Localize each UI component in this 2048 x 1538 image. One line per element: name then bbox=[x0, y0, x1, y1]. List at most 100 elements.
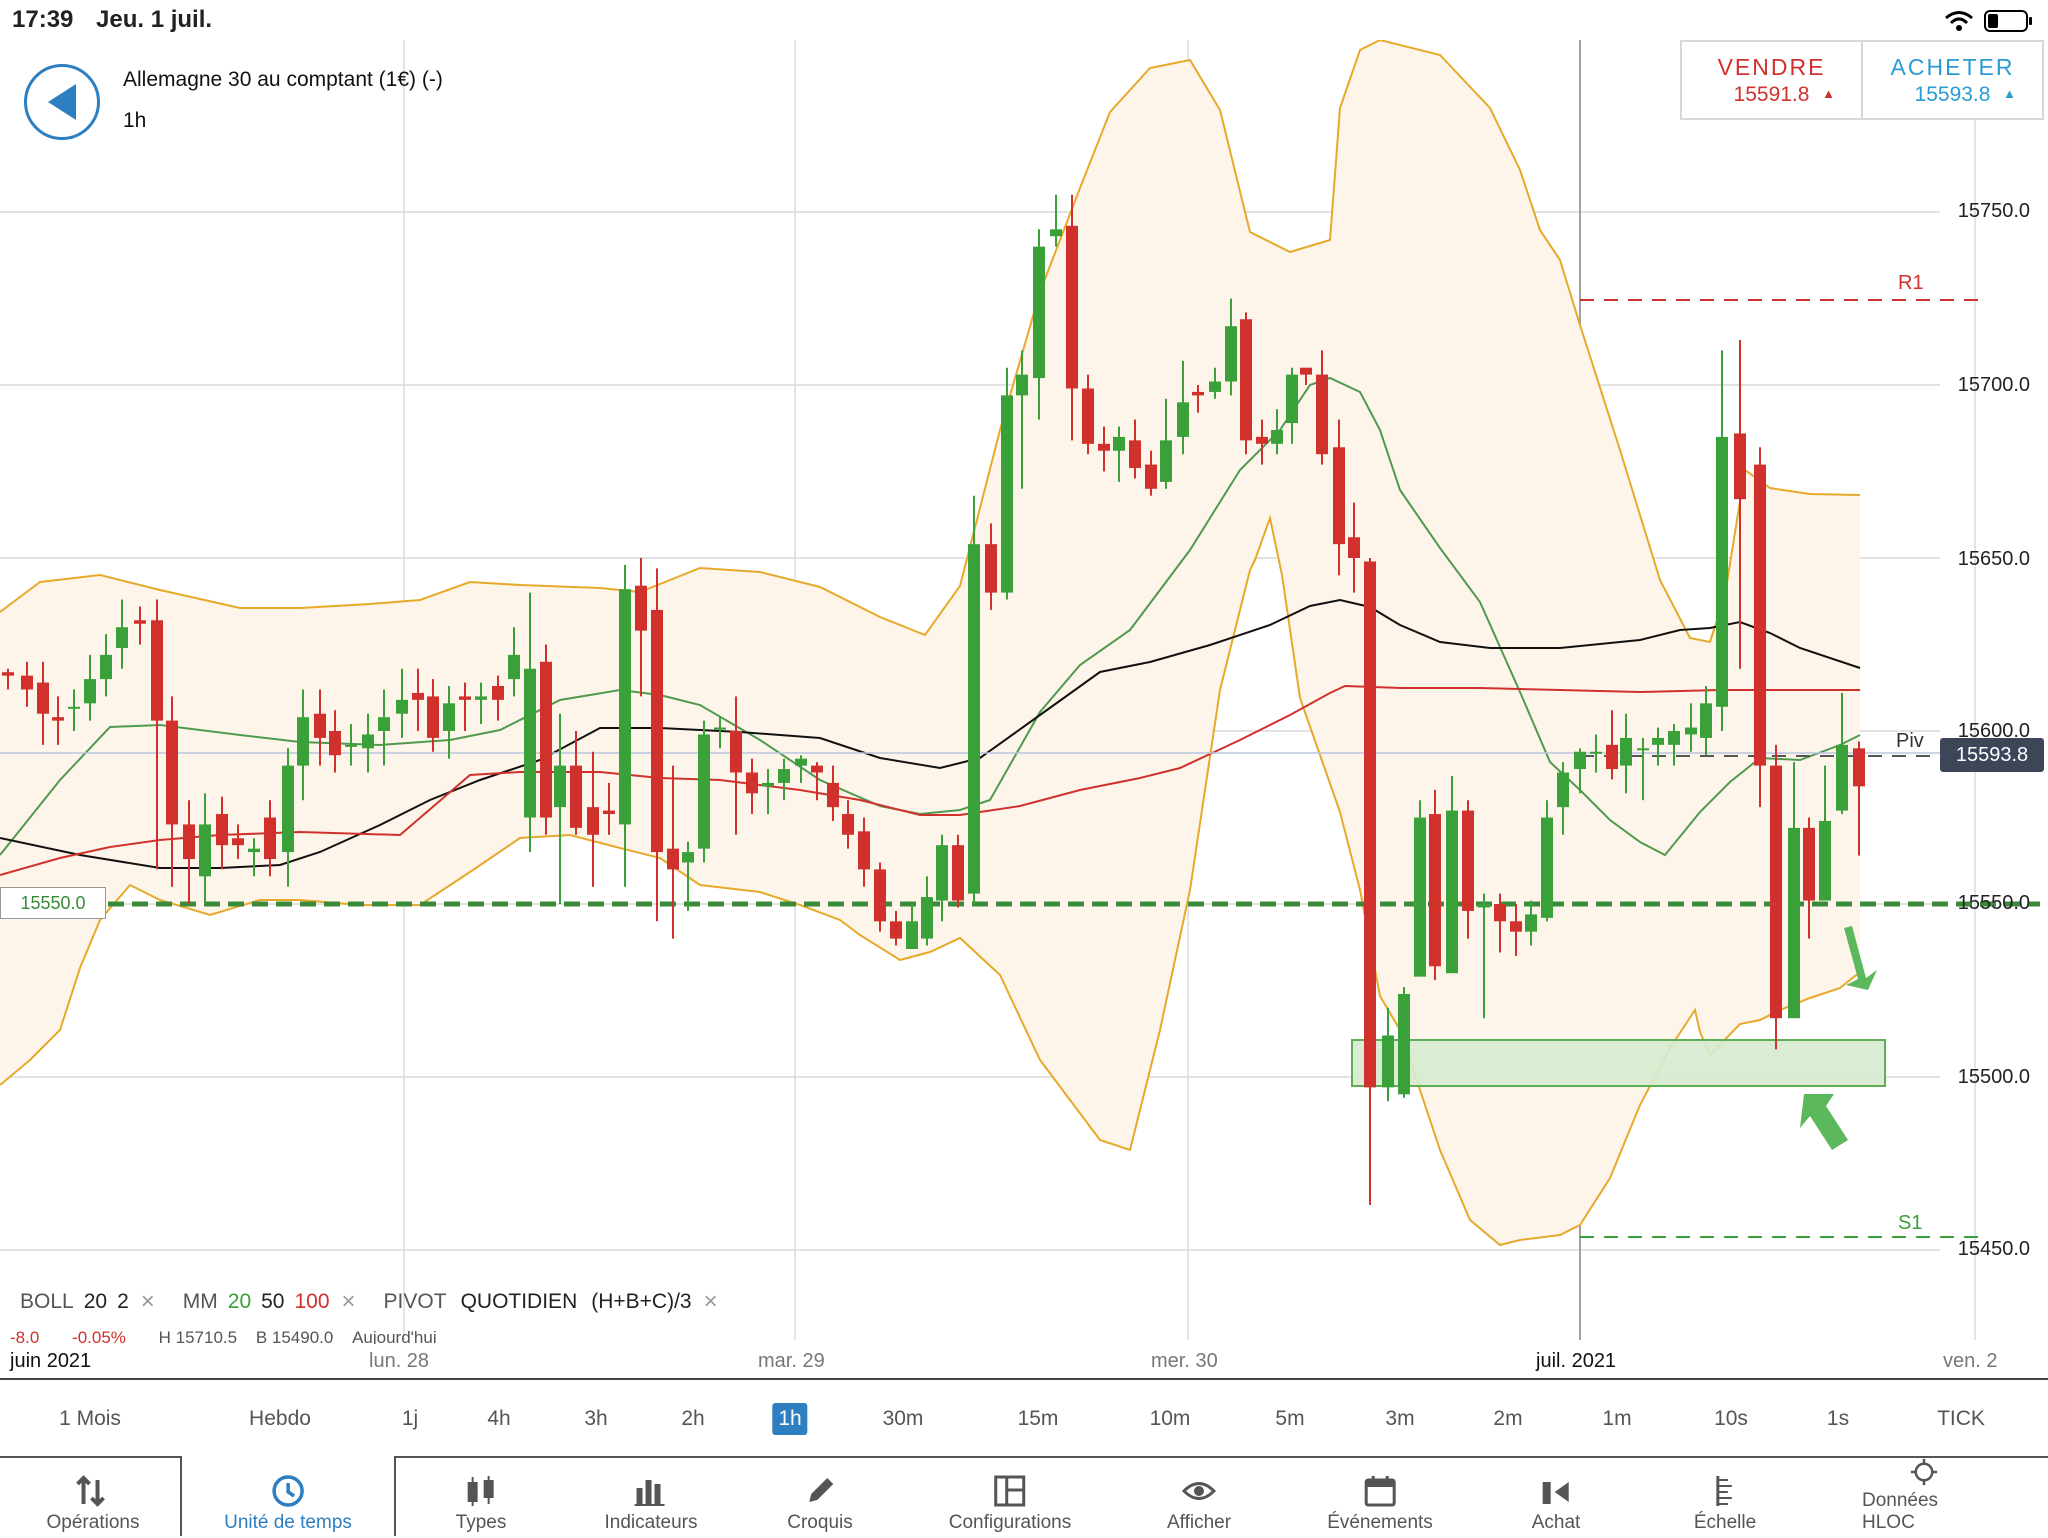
toolbar-indicateurs[interactable]: Indicateurs bbox=[604, 1458, 698, 1538]
candle-bullish bbox=[378, 717, 390, 731]
stats-line: -8.0 -0.05% H 15710.5 B 15490.0 Aujourd'… bbox=[10, 1328, 437, 1344]
candle-bullish bbox=[297, 717, 309, 766]
toolbar-types[interactable]: Types bbox=[456, 1458, 506, 1538]
timeframe-hebdo[interactable]: Hebdo bbox=[249, 1407, 311, 1430]
pencil-icon bbox=[808, 1478, 833, 1502]
toolbar-label: Configurations bbox=[948, 1512, 1072, 1533]
candle-bullish bbox=[100, 654, 112, 680]
candle-bullish bbox=[443, 703, 455, 731]
timeframe-4h[interactable]: 4h bbox=[487, 1407, 511, 1430]
toolbar-échelle[interactable]: Échelle bbox=[1694, 1458, 1756, 1538]
toolbar-données-hloc[interactable]: Données HLOC bbox=[1862, 1458, 1986, 1538]
timeframe-1m[interactable]: 1m bbox=[1602, 1407, 1632, 1430]
candle-bearish bbox=[746, 772, 758, 794]
candle-bullish bbox=[1398, 993, 1410, 1095]
candle-bullish bbox=[199, 824, 211, 877]
candle-bearish bbox=[1734, 433, 1746, 500]
bars-icon bbox=[634, 1480, 665, 1506]
status-time: 17:39 bbox=[12, 6, 74, 33]
candle-bullish bbox=[84, 679, 96, 704]
toolbar-croquis[interactable]: Croquis bbox=[787, 1458, 853, 1538]
y-tick-label: 15550.0 bbox=[1957, 892, 2030, 914]
timeframe-5m[interactable]: 5m bbox=[1275, 1407, 1305, 1430]
timeframe-2m[interactable]: 2m bbox=[1493, 1407, 1523, 1430]
annotation-arrow-icon bbox=[1800, 1094, 1848, 1150]
candle-bullish bbox=[396, 699, 408, 714]
timeframe-3m[interactable]: 3m bbox=[1385, 1407, 1415, 1430]
candle-bearish bbox=[427, 696, 439, 738]
candle-bullish bbox=[1525, 914, 1537, 932]
mm100-period: 100 bbox=[294, 1290, 330, 1313]
candle-bearish bbox=[1364, 561, 1376, 1088]
toolbar-événements[interactable]: Événements bbox=[1327, 1458, 1433, 1538]
y-tick-label: 15500.0 bbox=[1957, 1066, 2030, 1088]
candle-bearish bbox=[2, 672, 14, 676]
clock-icon bbox=[272, 1475, 304, 1507]
toolbar-opérations[interactable]: Opérations bbox=[47, 1458, 139, 1538]
price-chart[interactable] bbox=[0, 40, 2048, 1340]
toolbar-unité-de-temps[interactable]: Unité de temps bbox=[224, 1458, 352, 1538]
candle-bearish bbox=[412, 692, 424, 700]
candle-bullish bbox=[248, 848, 260, 853]
toolbar-afficher[interactable]: Afficher bbox=[1167, 1458, 1231, 1538]
toolbar-configurations[interactable]: Configurations bbox=[948, 1458, 1072, 1538]
timeframe-30m[interactable]: 30m bbox=[882, 1407, 924, 1430]
timeframe-3h[interactable]: 3h bbox=[584, 1407, 608, 1430]
timeframe-2h[interactable]: 2h bbox=[681, 1407, 705, 1430]
candle-bearish bbox=[1754, 464, 1766, 766]
y-tick-label: 15650.0 bbox=[1957, 548, 2030, 570]
scale-icon bbox=[1716, 1476, 1732, 1506]
candle-bearish bbox=[1316, 374, 1328, 455]
candle-bullish bbox=[714, 727, 726, 730]
remove-boll-button[interactable]: × bbox=[140, 1288, 155, 1315]
remove-mm-button[interactable]: × bbox=[341, 1288, 356, 1315]
candle-bearish bbox=[151, 620, 163, 721]
candle-bullish bbox=[1382, 1035, 1394, 1088]
candle-bullish bbox=[1668, 731, 1680, 745]
status-date: Jeu. 1 juil. bbox=[96, 6, 213, 33]
timeframe-15m[interactable]: 15m bbox=[1017, 1407, 1059, 1430]
candle-bearish bbox=[232, 838, 244, 846]
candle-bullish bbox=[619, 589, 631, 825]
back-button[interactable] bbox=[24, 64, 100, 140]
candle-bullish bbox=[968, 544, 980, 894]
candle-bullish bbox=[1446, 810, 1458, 974]
candle-bearish bbox=[1770, 765, 1782, 1019]
candles-icon bbox=[467, 1476, 494, 1506]
sell-button[interactable]: VENDRE 15591.8 ▲ bbox=[1682, 42, 1861, 118]
timeframe-1j[interactable]: 1j bbox=[401, 1407, 419, 1430]
candle-bearish bbox=[603, 810, 615, 815]
toolbar-achat[interactable]: Achat bbox=[1532, 1458, 1580, 1538]
remove-pivot-button[interactable]: × bbox=[703, 1288, 718, 1315]
date-axis: juin 2021 lun. 28 mar. 29 mer. 30 juil. … bbox=[0, 1346, 2048, 1376]
date-label: mar. 29 bbox=[758, 1350, 825, 1372]
timeframe-1h[interactable]: 1h bbox=[772, 1403, 808, 1435]
candle-bearish bbox=[587, 807, 599, 835]
candle-bullish bbox=[1271, 429, 1283, 444]
candle-bullish bbox=[68, 706, 80, 709]
candle-bearish bbox=[1803, 827, 1815, 901]
horizontal-level-tag[interactable]: 15550.0 bbox=[0, 887, 106, 919]
toolbar-label: Indicateurs bbox=[604, 1512, 698, 1533]
candle-bullish bbox=[1685, 727, 1697, 735]
battery-icon bbox=[1984, 10, 2032, 32]
bottom-toolbar: Opérations Unité de temps Types Indicateurs… bbox=[0, 1456, 2048, 1536]
candle-bullish bbox=[508, 654, 520, 680]
timeframe-1s[interactable]: 1s bbox=[1826, 1407, 1850, 1430]
buy-button[interactable]: ACHETER 15593.8 ▲ bbox=[1861, 42, 2042, 118]
timeframe-10s[interactable]: 10s bbox=[1714, 1407, 1748, 1430]
s1-label: S1 bbox=[1898, 1212, 1923, 1234]
candle-bearish bbox=[952, 845, 964, 901]
candle-bearish bbox=[842, 814, 854, 835]
toolbar-label: Unité de temps bbox=[224, 1512, 352, 1533]
timeframe-tick[interactable]: TICK bbox=[1937, 1407, 1985, 1430]
buy-icon bbox=[1543, 1482, 1569, 1504]
timeframe-1-mois[interactable]: 1 Mois bbox=[59, 1407, 121, 1430]
timeframe-10m[interactable]: 10m bbox=[1149, 1407, 1191, 1430]
date-label: lun. 28 bbox=[369, 1350, 430, 1372]
indicator-legend: BOLL 20 2 × MM 20 50 100 × PIVOT QUOTIDI… bbox=[20, 1288, 746, 1316]
candle-bullish bbox=[921, 897, 933, 939]
candle-bearish bbox=[1494, 904, 1506, 922]
candle-bullish bbox=[1050, 229, 1062, 237]
toolbar-label: Données HLOC bbox=[1862, 1490, 1939, 1533]
